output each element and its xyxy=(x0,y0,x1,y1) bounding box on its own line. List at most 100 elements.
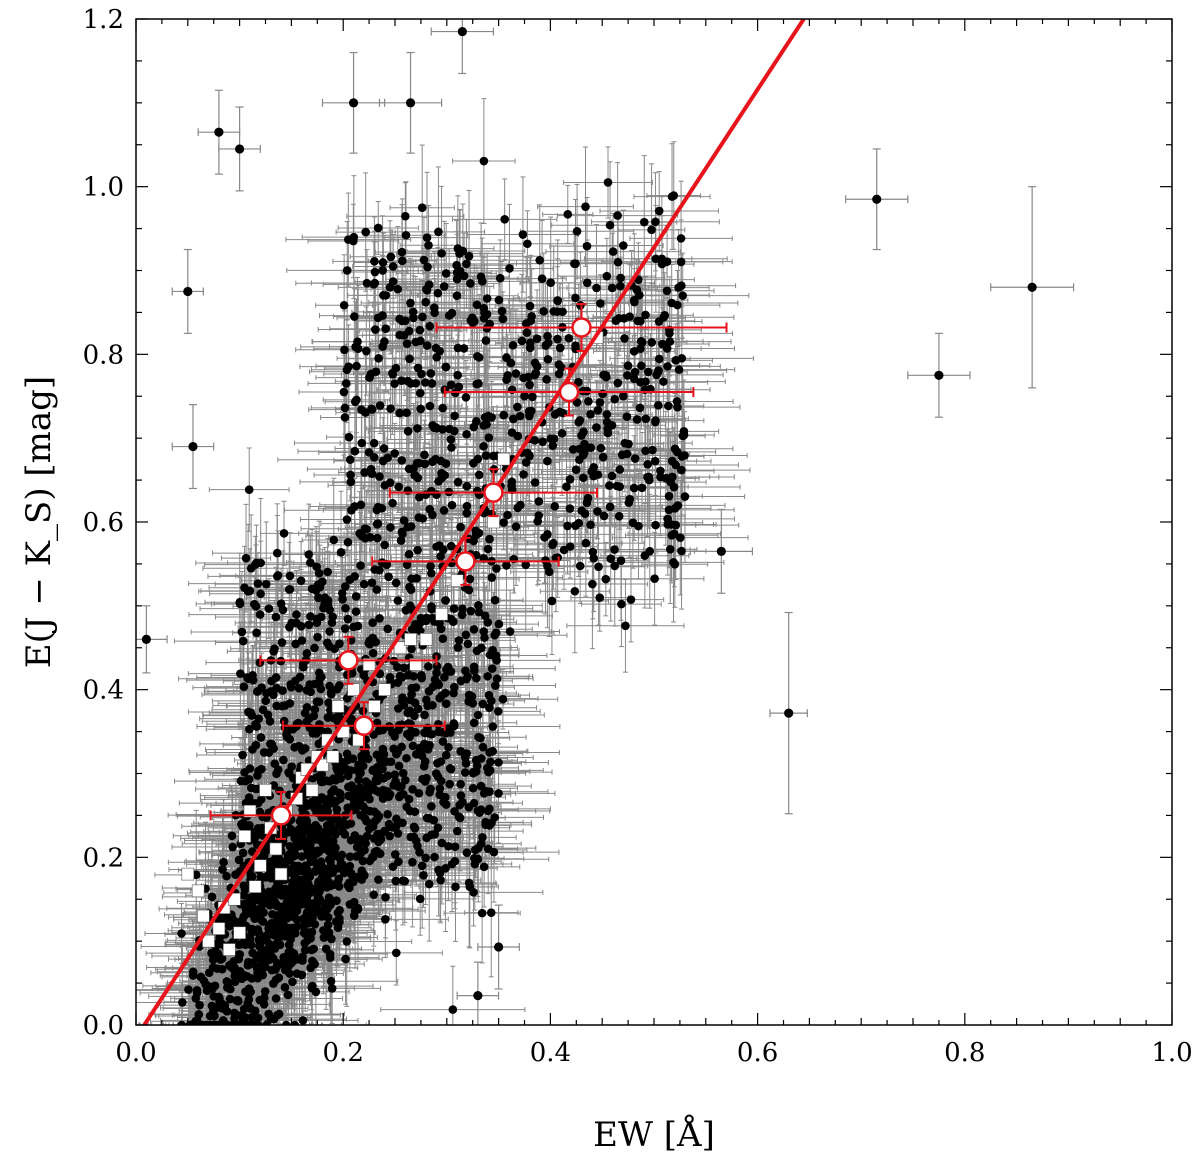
x-axis-title: EW [Å] xyxy=(593,1114,715,1155)
data-point xyxy=(381,915,390,924)
data-point xyxy=(256,589,265,599)
data-point xyxy=(535,255,545,265)
data-point xyxy=(313,632,322,642)
x-tick-label: 0.2 xyxy=(323,1038,364,1068)
data-point xyxy=(279,755,288,765)
data-point xyxy=(444,311,454,320)
data-point xyxy=(593,507,602,516)
data-point xyxy=(379,444,389,453)
data-point xyxy=(530,478,540,487)
data-point xyxy=(423,262,432,272)
data-point xyxy=(335,905,344,915)
data-point xyxy=(341,582,350,591)
data-point xyxy=(628,518,638,528)
data-point xyxy=(468,783,478,793)
data-point xyxy=(298,885,307,895)
data-point xyxy=(384,792,394,802)
data-point xyxy=(518,230,528,239)
data-point xyxy=(333,923,343,933)
data-point xyxy=(437,473,447,483)
binned-point xyxy=(483,482,504,503)
data-point xyxy=(244,707,253,717)
data-point xyxy=(581,538,591,548)
data-point xyxy=(401,230,411,240)
data-point xyxy=(675,533,685,542)
data-point xyxy=(380,337,389,346)
data-point xyxy=(252,628,261,638)
data-point xyxy=(428,682,438,691)
data-point xyxy=(541,341,551,350)
data-point xyxy=(264,604,274,613)
data-point xyxy=(489,451,498,461)
data-point xyxy=(654,401,663,410)
data-point xyxy=(367,469,377,479)
data-point xyxy=(237,627,247,637)
data-point xyxy=(665,545,675,554)
data-point xyxy=(582,241,592,251)
data-point xyxy=(437,691,447,701)
square-point xyxy=(269,842,283,856)
data-point xyxy=(251,784,261,794)
data-point xyxy=(298,1016,308,1025)
data-point xyxy=(372,809,382,819)
data-point xyxy=(571,521,580,530)
data-point xyxy=(379,291,388,300)
data-point xyxy=(404,326,414,336)
data-point xyxy=(444,841,453,851)
data-point xyxy=(530,370,540,380)
data-point xyxy=(306,840,315,850)
data-point xyxy=(225,960,235,970)
x-tick-label: 0.0 xyxy=(115,1038,156,1068)
data-point xyxy=(620,438,630,448)
data-point xyxy=(423,701,432,711)
data-point xyxy=(452,260,461,270)
data-point xyxy=(373,223,383,233)
data-point xyxy=(605,502,615,512)
data-point xyxy=(494,789,503,798)
data-point xyxy=(228,842,237,852)
data-point xyxy=(248,958,257,968)
outlier-point xyxy=(494,942,504,952)
data-point xyxy=(402,753,411,763)
data-point xyxy=(479,156,489,166)
data-point xyxy=(312,614,322,624)
data-point xyxy=(433,823,443,833)
data-point xyxy=(361,346,371,356)
data-point xyxy=(314,796,323,806)
data-point xyxy=(472,379,482,389)
data-point xyxy=(411,683,421,692)
data-point xyxy=(680,492,690,501)
data-point xyxy=(470,845,480,855)
data-point xyxy=(254,936,264,945)
data-point xyxy=(651,217,660,227)
data-point xyxy=(421,297,430,307)
data-point xyxy=(236,669,245,678)
data-point xyxy=(662,286,672,296)
data-point xyxy=(607,283,617,293)
data-point xyxy=(323,601,333,610)
data-point xyxy=(406,719,415,729)
data-point xyxy=(629,483,639,493)
data-point xyxy=(495,273,505,283)
data-point xyxy=(365,373,374,382)
data-point xyxy=(415,388,425,398)
data-point xyxy=(477,643,486,653)
data-point xyxy=(554,360,564,369)
data-point xyxy=(377,504,387,513)
y-tick-label: 0.8 xyxy=(83,340,124,370)
data-point xyxy=(315,582,325,592)
data-point xyxy=(434,865,443,875)
data-point xyxy=(632,415,642,424)
data-point xyxy=(301,861,310,870)
data-point xyxy=(669,191,679,200)
data-point xyxy=(417,861,427,871)
data-point xyxy=(351,592,361,601)
data-point xyxy=(191,994,201,1003)
data-point xyxy=(238,750,247,760)
data-point xyxy=(586,520,595,530)
data-point xyxy=(605,481,614,490)
data-point xyxy=(499,410,509,420)
data-point xyxy=(244,793,254,802)
data-point xyxy=(388,498,397,508)
data-point xyxy=(433,758,442,768)
